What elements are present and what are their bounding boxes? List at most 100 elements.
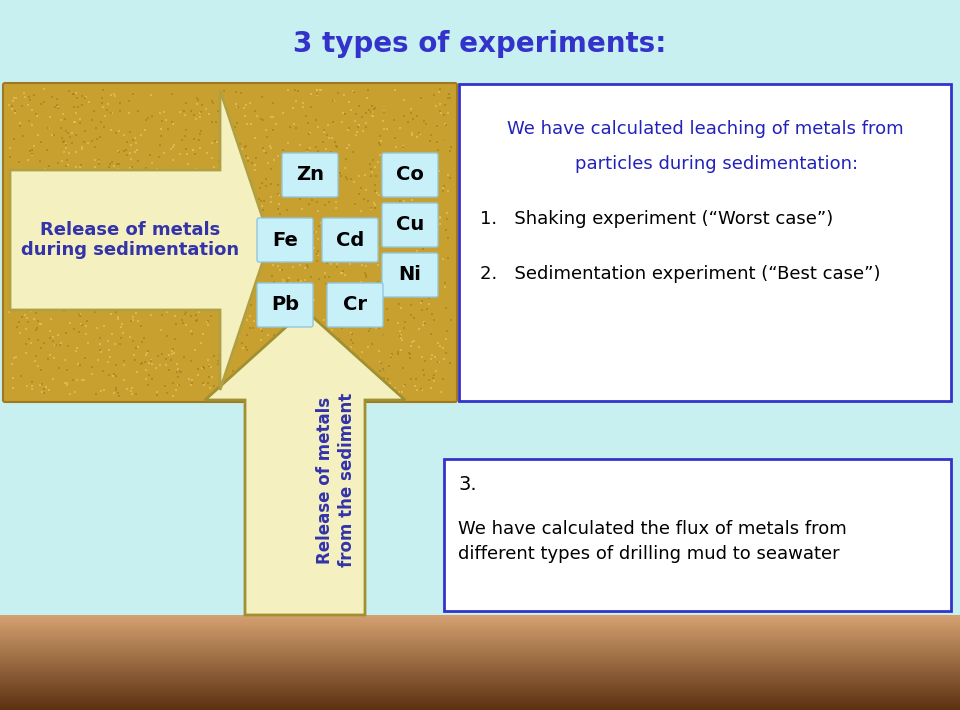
Point [204, 229, 220, 240]
Point [211, 349, 227, 361]
Point [266, 315, 281, 327]
Point [72, 288, 87, 300]
Point [292, 150, 307, 161]
Point [78, 126, 93, 137]
Point [75, 277, 90, 288]
Point [116, 146, 132, 157]
Point [320, 287, 335, 298]
Point [389, 208, 404, 219]
Point [156, 148, 171, 159]
Bar [0, 634, 960, 637]
Point [138, 114, 154, 126]
Point [126, 350, 141, 361]
Point [138, 356, 154, 368]
Point [391, 386, 406, 398]
Point [165, 391, 180, 402]
Point [186, 133, 202, 145]
Point [281, 273, 297, 284]
Point [40, 354, 56, 365]
Point [301, 295, 317, 307]
Point [155, 226, 170, 238]
Point [88, 123, 104, 134]
Bar [0, 656, 960, 659]
Point [295, 203, 310, 214]
Point [187, 256, 203, 268]
Point [324, 324, 340, 336]
Point [244, 230, 259, 241]
Point [194, 100, 209, 111]
Point [101, 369, 116, 381]
Point [102, 158, 117, 170]
Point [329, 141, 345, 153]
Point [67, 387, 83, 398]
Point [417, 370, 432, 381]
Point [381, 314, 396, 325]
Point [217, 278, 232, 289]
Point [101, 195, 116, 207]
Point [280, 274, 296, 285]
Bar [0, 701, 960, 703]
Point [82, 221, 97, 232]
Point [55, 226, 70, 238]
Point [390, 389, 405, 400]
Point [29, 324, 44, 336]
Point [309, 255, 324, 266]
Point [139, 162, 155, 173]
Point [159, 388, 175, 399]
Point [346, 85, 361, 97]
Point [227, 230, 242, 241]
Point [402, 349, 418, 360]
Point [77, 374, 92, 386]
Point [75, 220, 90, 231]
Point [396, 241, 411, 252]
Point [103, 124, 118, 136]
Point [406, 312, 421, 324]
Point [189, 164, 204, 175]
Point [325, 96, 341, 107]
Point [221, 334, 236, 345]
Point [351, 120, 367, 131]
Point [48, 187, 63, 199]
Point [86, 242, 102, 253]
Bar [0, 620, 960, 623]
Point [169, 318, 184, 329]
Point [293, 193, 308, 204]
Point [289, 241, 304, 252]
Point [232, 197, 248, 208]
Point [34, 378, 49, 390]
Point [429, 120, 444, 131]
Point [358, 117, 373, 129]
Point [41, 184, 57, 195]
Point [187, 229, 203, 241]
Bar [0, 660, 960, 662]
Point [276, 285, 292, 297]
Point [153, 140, 168, 151]
Point [263, 111, 278, 123]
Point [60, 154, 75, 165]
Point [315, 218, 330, 229]
Point [267, 154, 282, 165]
Point [193, 180, 208, 191]
Point [47, 339, 62, 351]
Point [71, 308, 86, 320]
Point [376, 106, 392, 118]
Point [331, 334, 347, 345]
Point [150, 389, 165, 400]
Point [265, 271, 280, 282]
Point [20, 316, 36, 327]
Point [16, 248, 32, 260]
Point [72, 248, 87, 260]
Point [238, 99, 253, 111]
Point [202, 285, 217, 296]
Point [416, 316, 431, 327]
Point [32, 193, 47, 204]
Point [164, 143, 180, 155]
Point [6, 133, 21, 145]
Point [138, 364, 154, 376]
Point [362, 322, 377, 334]
Point [395, 268, 410, 279]
Point [241, 360, 256, 371]
Point [263, 192, 278, 203]
Point [343, 258, 358, 269]
Point [33, 136, 48, 147]
